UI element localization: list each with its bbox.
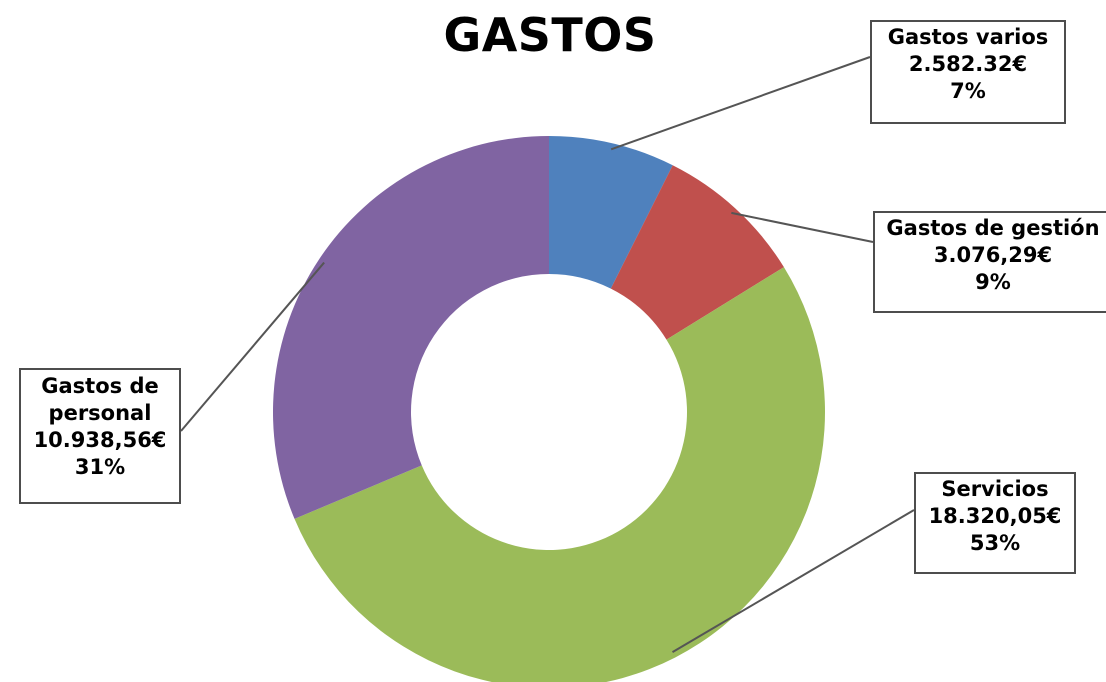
data-label-gastos-varios: Gastos varios 2.582.32€ 7% [870,20,1066,124]
slice-servicios [294,267,825,682]
slice-value-label: 10.938,56€ [33,428,167,452]
data-label-servicios: Servicios 18.320,05€ 53% [914,472,1076,574]
slice-percent-label: 7% [950,79,986,103]
slice-name-label: Gastos varios [887,25,1049,49]
leader-line-gastos-varios [610,56,871,151]
slice-value-label: 18.320,05€ [928,504,1062,528]
slice-name-label: Gastos de personal [41,374,159,425]
data-label-gastos-de-personal: Gastos de personal 10.938,56€ 31% [19,368,181,504]
slice-name-label: Servicios [941,477,1049,501]
slice-value-label: 3.076,29€ [933,243,1053,267]
slice-name-label: Gastos de gestión [886,216,1100,240]
slice-gastos-varios [549,136,673,289]
slice-gastos-de-gestion [610,165,784,340]
slice-percent-label: 53% [969,531,1021,555]
leader-line-gastos-de-personal [180,261,325,432]
slice-percent-label: 9% [975,270,1011,294]
leader-lines-layer [180,56,915,653]
chart-title: GASTOS [443,8,657,62]
slice-value-label: 2.582.32€ [908,52,1028,76]
leader-line-gastos-de-gestion [731,211,874,243]
slice-percent-label: 31% [74,455,126,479]
leader-line-servicios [671,509,915,653]
slices-layer [272,136,825,682]
data-label-gastos-de-gestion: Gastos de gestión 3.076,29€ 9% [873,211,1106,313]
slice-gastos-de-personal [272,136,549,519]
